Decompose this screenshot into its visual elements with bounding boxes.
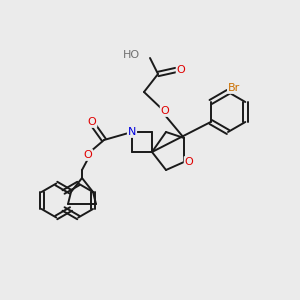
- Text: Br: Br: [228, 83, 240, 93]
- Text: O: O: [160, 106, 169, 116]
- Text: O: O: [88, 117, 96, 127]
- Text: O: O: [184, 157, 194, 167]
- Text: N: N: [128, 127, 136, 137]
- Text: O: O: [177, 65, 185, 75]
- Text: HO: HO: [123, 50, 140, 60]
- Text: O: O: [84, 150, 92, 160]
